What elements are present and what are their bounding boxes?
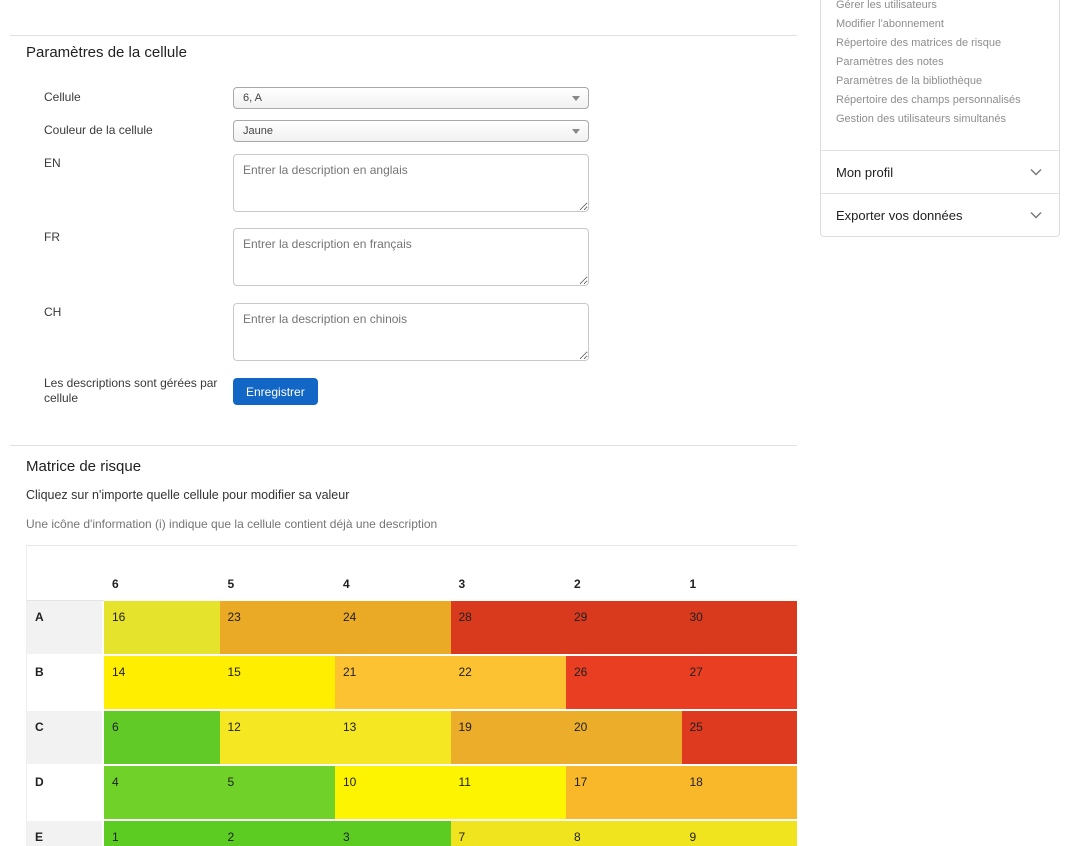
matrix-cell[interactable]: 23 xyxy=(219,601,335,656)
field-label-ch: CH xyxy=(44,305,62,319)
matrix-row-label: C xyxy=(27,711,104,766)
field-label-cellule: Cellule xyxy=(44,90,81,104)
cellule-select-value: 6, A xyxy=(243,92,262,104)
matrix-cell[interactable]: 11 xyxy=(450,766,566,821)
matrix-body: A 16 23 24 28 29 30 B 14 15 21 22 26 27 C 6 12 13 19 20 25 D 4… xyxy=(27,601,797,846)
matrix-column-header: 5 xyxy=(219,546,335,601)
save-button[interactable]: Enregistrer xyxy=(233,378,318,405)
matrix-cell[interactable]: 8 xyxy=(566,821,682,846)
matrix-row-label: E xyxy=(27,821,104,846)
matrix-row-label: B xyxy=(27,656,104,711)
matrix-cell[interactable]: 4 xyxy=(104,766,220,821)
matrix-cell[interactable]: 27 xyxy=(681,656,797,711)
matrix-cell[interactable]: 19 xyxy=(450,711,566,766)
sidebar-link[interactable]: Gestion des utilisateurs simultanés xyxy=(836,113,1006,125)
sidebar-section-label: Mon profil xyxy=(836,164,894,180)
matrix-cell[interactable]: 6 xyxy=(104,711,220,766)
chevron-down-icon xyxy=(572,96,580,101)
couleur-select[interactable]: Jaune xyxy=(233,120,589,142)
cellule-select[interactable]: 6, A xyxy=(233,87,589,109)
matrix-cell[interactable]: 25 xyxy=(681,711,797,766)
matrix-cell[interactable]: 12 xyxy=(219,711,335,766)
section-divider-matrix xyxy=(10,445,797,446)
matrix-cell[interactable]: 1 xyxy=(104,821,220,846)
matrix-row-label: A xyxy=(27,601,104,656)
matrix-cell[interactable]: 2 xyxy=(219,821,335,846)
matrix-cell[interactable]: 15 xyxy=(219,656,335,711)
sidebar-link[interactable]: Répertoire des matrices de risque xyxy=(836,37,1002,49)
matrix-column-header: 4 xyxy=(335,546,451,601)
risk-matrix-title: Matrice de risque xyxy=(26,458,142,475)
field-label-fr: FR xyxy=(44,230,60,244)
settings-sidebar: Gérer les utilisateurs Modifier l'abonnem… xyxy=(820,0,1060,237)
matrix-row: C 6 12 13 19 20 25 xyxy=(27,711,797,766)
matrix-cell[interactable]: 7 xyxy=(450,821,566,846)
sidebar-link[interactable]: Paramètres des notes xyxy=(836,56,944,68)
matrix-cell[interactable]: 30 xyxy=(681,601,797,656)
matrix-corner-cell xyxy=(27,546,104,601)
matrix-cell[interactable]: 3 xyxy=(335,821,451,846)
matrix-column-header: 2 xyxy=(566,546,682,601)
matrix-column-header: 1 xyxy=(681,546,797,601)
sidebar-links: Gérer les utilisateurs Modifier l'abonnem… xyxy=(821,0,1059,150)
matrix-hint-click: Cliquez sur n'importe quelle cellule pou… xyxy=(26,488,350,502)
matrix-cell[interactable]: 9 xyxy=(681,821,797,846)
matrix-cell[interactable]: 16 xyxy=(104,601,220,656)
sidebar-section-label: Exporter vos données xyxy=(836,207,963,223)
descriptions-note: Les descriptions sont gérées par cellule xyxy=(44,376,218,405)
matrix-column-header: 6 xyxy=(104,546,220,601)
field-label-en: EN xyxy=(44,156,61,170)
matrix-cell[interactable]: 26 xyxy=(566,656,682,711)
chevron-down-icon xyxy=(572,129,580,134)
matrix-row: A 16 23 24 28 29 30 xyxy=(27,601,797,656)
matrix-cell[interactable]: 13 xyxy=(335,711,451,766)
description-ch-textarea[interactable] xyxy=(233,303,589,361)
matrix-cell[interactable]: 5 xyxy=(219,766,335,821)
sidebar-link[interactable]: Modifier l'abonnement xyxy=(836,18,944,30)
matrix-cell[interactable]: 20 xyxy=(566,711,682,766)
sidebar-section-mon-profil[interactable]: Mon profil xyxy=(821,150,1059,193)
sidebar-link[interactable]: Répertoire des champs personnalisés xyxy=(836,94,1021,106)
section-divider-top xyxy=(10,35,797,36)
matrix-cell[interactable]: 28 xyxy=(450,601,566,656)
description-en-textarea[interactable] xyxy=(233,154,589,212)
matrix-cell[interactable]: 18 xyxy=(681,766,797,821)
sidebar-section-exporter-donnees[interactable]: Exporter vos données xyxy=(821,193,1059,236)
matrix-cell[interactable]: 17 xyxy=(566,766,682,821)
matrix-cell[interactable]: 22 xyxy=(450,656,566,711)
sidebar-link[interactable]: Gérer les utilisateurs xyxy=(836,0,937,11)
matrix-row: B 14 15 21 22 26 27 xyxy=(27,656,797,711)
cell-settings-title: Paramètres de la cellule xyxy=(26,44,187,61)
couleur-select-value: Jaune xyxy=(243,125,273,137)
description-fr-textarea[interactable] xyxy=(233,228,589,286)
matrix-row-label: D xyxy=(27,766,104,821)
matrix-cell[interactable]: 14 xyxy=(104,656,220,711)
sidebar-link[interactable]: Paramètres de la bibliothèque xyxy=(836,75,983,87)
chevron-down-icon xyxy=(1030,169,1042,176)
chevron-down-icon xyxy=(1030,212,1042,219)
matrix-cell[interactable]: 24 xyxy=(335,601,451,656)
matrix-cell[interactable]: 29 xyxy=(566,601,682,656)
field-label-couleur: Couleur de la cellule xyxy=(44,123,153,137)
matrix-hint-info-icon: Une icône d'information (i) indique que … xyxy=(26,517,438,531)
matrix-row: D 4 5 10 11 17 18 xyxy=(27,766,797,821)
matrix-cell[interactable]: 21 xyxy=(335,656,451,711)
matrix-cell[interactable]: 10 xyxy=(335,766,451,821)
matrix-column-header: 3 xyxy=(450,546,566,601)
